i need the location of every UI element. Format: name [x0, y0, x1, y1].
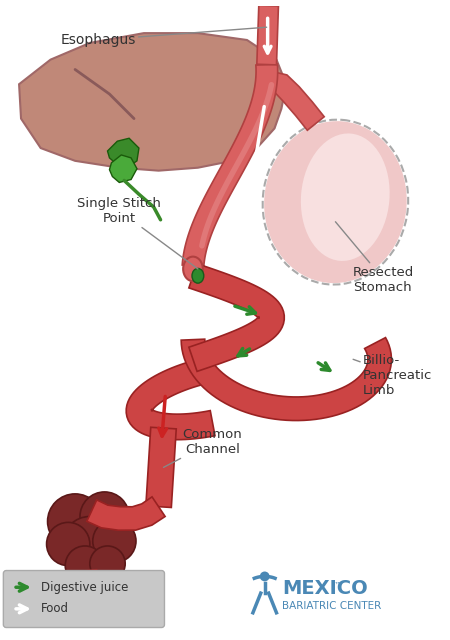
Ellipse shape — [192, 268, 204, 283]
Polygon shape — [181, 337, 392, 420]
Polygon shape — [19, 33, 286, 171]
Polygon shape — [126, 356, 215, 440]
Polygon shape — [108, 138, 139, 168]
Circle shape — [62, 516, 117, 572]
Text: Digestive juice: Digestive juice — [40, 580, 128, 594]
Circle shape — [90, 546, 125, 581]
Polygon shape — [260, 72, 324, 131]
Circle shape — [47, 522, 90, 566]
Polygon shape — [87, 497, 165, 530]
Text: Resected
Stomach: Resected Stomach — [335, 221, 414, 294]
Text: Billio-
Pancreatic
Limb: Billio- Pancreatic Limb — [353, 354, 432, 397]
Text: Food: Food — [40, 602, 69, 615]
Polygon shape — [109, 155, 137, 182]
Polygon shape — [182, 64, 278, 267]
Text: MEXICO: MEXICO — [283, 579, 368, 598]
Polygon shape — [79, 570, 101, 626]
FancyBboxPatch shape — [3, 570, 165, 627]
Ellipse shape — [183, 257, 203, 281]
Polygon shape — [257, 5, 279, 65]
Text: Single Stitch
Point: Single Stitch Point — [77, 196, 198, 269]
Circle shape — [65, 546, 104, 585]
Text: Esophagus: Esophagus — [60, 28, 267, 47]
Circle shape — [93, 520, 136, 563]
Ellipse shape — [301, 134, 390, 261]
Polygon shape — [146, 428, 176, 508]
Ellipse shape — [264, 121, 407, 283]
Text: BARIATRIC CENTER: BARIATRIC CENTER — [283, 601, 382, 611]
Text: Common
Channel: Common Channel — [163, 428, 243, 467]
Polygon shape — [189, 264, 284, 371]
Text: ™: ™ — [333, 581, 342, 590]
Circle shape — [80, 492, 129, 541]
Circle shape — [260, 572, 270, 581]
Circle shape — [48, 494, 103, 549]
